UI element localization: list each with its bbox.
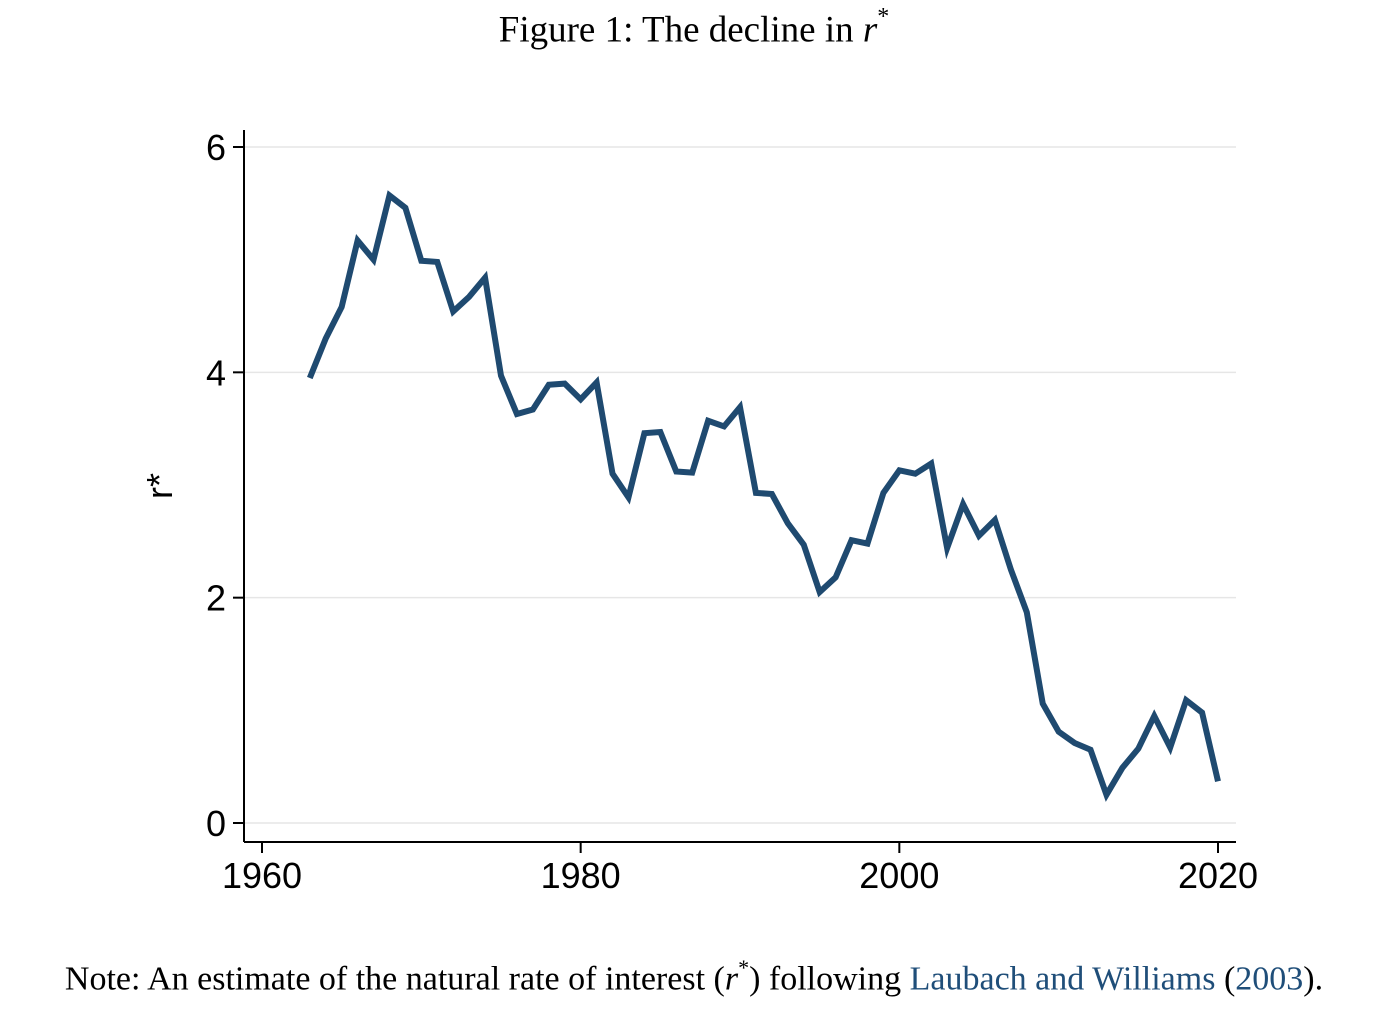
citation-year-link[interactable]: 2003 [1235,960,1304,998]
figure-title-math: r [862,9,878,51]
citation-year-open: ( [1215,960,1236,998]
figure-title: Figure 1: The decline in r* [0,4,1388,51]
x-tick-label: 2000 [859,855,939,896]
y-tick-label: 6 [206,127,226,168]
figure-title-superscript: * [877,4,890,30]
y-tick-label: 2 [206,578,226,619]
note-suffix: . [1314,960,1324,998]
x-tick-label: 1980 [541,855,621,896]
citation-link[interactable]: Laubach and Williams [909,960,1216,998]
x-ticks: 1960 1980 2000 2020 [222,842,1258,896]
figure-title-prefix: Figure 1: The decline in [498,9,863,51]
y-axis-label: r* [139,473,180,499]
note-middle: ) following [749,960,910,998]
gridlines [245,146,1236,824]
series-layer [307,190,1221,802]
series-line [307,190,1221,802]
figure-note: Note: An estimate of the natural rate of… [0,955,1388,998]
y-ticks: 0 2 4 6 [206,127,244,844]
axes [243,130,1236,843]
y-tick-label: 0 [206,803,226,844]
x-tick-label: 2020 [1178,855,1258,896]
note-prefix: Note: An estimate of the natural rate of… [64,960,725,998]
citation-year-close: ) [1303,960,1315,998]
note-math: r [724,960,739,998]
line-chart: 0 2 4 6 1960 1980 2000 2020 r* [139,127,1258,896]
note-superscript: * [738,955,750,980]
x-tick-label: 1960 [222,855,302,896]
y-tick-label: 4 [206,352,226,393]
